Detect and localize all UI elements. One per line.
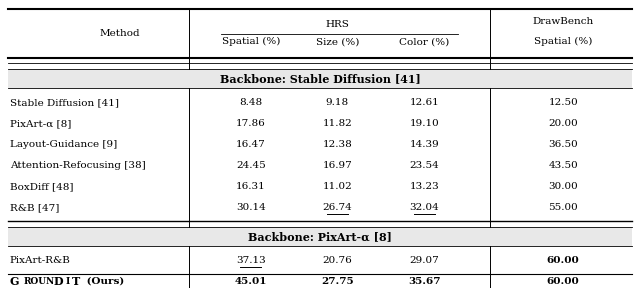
Bar bbox=[8, 228, 632, 246]
Text: ROUN: ROUN bbox=[24, 277, 55, 286]
Text: 8.48: 8.48 bbox=[239, 98, 262, 107]
Text: 27.75: 27.75 bbox=[321, 277, 353, 286]
Text: Stable Diffusion [41]: Stable Diffusion [41] bbox=[10, 98, 118, 107]
Text: 19.10: 19.10 bbox=[410, 119, 439, 128]
Text: 13.23: 13.23 bbox=[410, 182, 439, 191]
Text: 16.97: 16.97 bbox=[323, 161, 352, 170]
Text: 35.67: 35.67 bbox=[408, 277, 440, 286]
Text: 16.47: 16.47 bbox=[236, 140, 266, 149]
Text: G: G bbox=[10, 276, 19, 287]
Text: 11.02: 11.02 bbox=[323, 182, 352, 191]
Text: 12.50: 12.50 bbox=[548, 98, 578, 107]
Text: DrawBench: DrawBench bbox=[532, 17, 594, 26]
Text: 11.82: 11.82 bbox=[323, 119, 352, 128]
Text: 16.31: 16.31 bbox=[236, 182, 266, 191]
Text: 20.00: 20.00 bbox=[548, 119, 578, 128]
Text: 55.00: 55.00 bbox=[548, 203, 578, 212]
Text: T: T bbox=[72, 276, 80, 287]
Text: Attention-Refocusing [38]: Attention-Refocusing [38] bbox=[10, 161, 145, 170]
Text: 30.00: 30.00 bbox=[548, 182, 578, 191]
Text: 30.14: 30.14 bbox=[236, 203, 266, 212]
Text: 20.76: 20.76 bbox=[323, 256, 352, 265]
Text: 37.13: 37.13 bbox=[236, 256, 266, 265]
Text: 9.18: 9.18 bbox=[326, 98, 349, 107]
Text: 26.74: 26.74 bbox=[323, 203, 352, 212]
Text: I: I bbox=[66, 277, 70, 286]
Text: 12.61: 12.61 bbox=[410, 98, 439, 107]
Text: Backbone: Stable Diffusion [41]: Backbone: Stable Diffusion [41] bbox=[220, 73, 420, 84]
Text: R&B [47]: R&B [47] bbox=[10, 203, 59, 212]
Text: 29.07: 29.07 bbox=[410, 256, 439, 265]
Text: Backbone: PixArt-α [8]: Backbone: PixArt-α [8] bbox=[248, 231, 392, 242]
Text: PixArt-α [8]: PixArt-α [8] bbox=[10, 119, 71, 128]
Text: Method: Method bbox=[99, 29, 140, 38]
Text: (Ours): (Ours) bbox=[83, 277, 124, 286]
Text: 14.39: 14.39 bbox=[410, 140, 439, 149]
Text: HRS: HRS bbox=[326, 20, 349, 29]
Text: 12.38: 12.38 bbox=[323, 140, 352, 149]
Text: 43.50: 43.50 bbox=[548, 161, 578, 170]
Text: 24.45: 24.45 bbox=[236, 161, 266, 170]
Text: PixArt-R&B: PixArt-R&B bbox=[10, 256, 70, 265]
Text: Spatial (%): Spatial (%) bbox=[534, 37, 593, 46]
Text: BoxDiff [48]: BoxDiff [48] bbox=[10, 182, 73, 191]
Bar bbox=[8, 69, 632, 88]
Text: Size (%): Size (%) bbox=[316, 37, 359, 46]
Text: D: D bbox=[53, 276, 63, 287]
Text: 45.01: 45.01 bbox=[235, 277, 267, 286]
Text: Spatial (%): Spatial (%) bbox=[221, 37, 280, 46]
Text: 60.00: 60.00 bbox=[547, 277, 580, 286]
Text: Layout-Guidance [9]: Layout-Guidance [9] bbox=[10, 140, 117, 149]
Text: 17.86: 17.86 bbox=[236, 119, 266, 128]
Text: 32.04: 32.04 bbox=[410, 203, 439, 212]
Text: 36.50: 36.50 bbox=[548, 140, 578, 149]
Text: 60.00: 60.00 bbox=[547, 256, 580, 265]
Text: 23.54: 23.54 bbox=[410, 161, 439, 170]
Text: Color (%): Color (%) bbox=[399, 37, 449, 46]
